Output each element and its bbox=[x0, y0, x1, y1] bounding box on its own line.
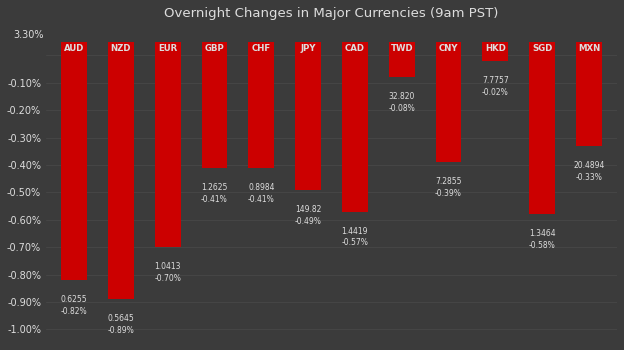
Bar bbox=[155, 55, 180, 247]
Text: 3.30%: 3.30% bbox=[13, 30, 44, 40]
Bar bbox=[389, 42, 414, 55]
Bar bbox=[342, 55, 368, 212]
Bar bbox=[248, 42, 274, 55]
Text: 7.2855
-0.39%: 7.2855 -0.39% bbox=[435, 177, 462, 198]
Text: NZD: NZD bbox=[110, 44, 131, 53]
Text: 0.6255
-0.82%: 0.6255 -0.82% bbox=[61, 295, 87, 316]
Text: 0.5645
-0.89%: 0.5645 -0.89% bbox=[107, 314, 134, 335]
Bar bbox=[576, 55, 602, 146]
Text: 7.7757
-0.02%: 7.7757 -0.02% bbox=[482, 76, 509, 97]
Bar bbox=[202, 55, 227, 168]
Text: CHF: CHF bbox=[251, 44, 271, 53]
Bar bbox=[482, 42, 508, 55]
Text: TWD: TWD bbox=[391, 44, 413, 53]
Bar bbox=[482, 55, 508, 61]
Text: 1.4419
-0.57%: 1.4419 -0.57% bbox=[341, 227, 368, 247]
Text: CAD: CAD bbox=[345, 44, 365, 53]
Bar bbox=[248, 55, 274, 168]
Bar bbox=[529, 42, 555, 55]
Text: 1.2625
-0.41%: 1.2625 -0.41% bbox=[201, 183, 228, 204]
Bar bbox=[529, 55, 555, 214]
Title: Overnight Changes in Major Currencies (9am PST): Overnight Changes in Major Currencies (9… bbox=[164, 7, 499, 20]
Bar bbox=[342, 42, 368, 55]
Bar bbox=[202, 42, 227, 55]
Text: 1.3464
-0.58%: 1.3464 -0.58% bbox=[529, 229, 555, 250]
Text: AUD: AUD bbox=[64, 44, 84, 53]
Text: JPY: JPY bbox=[300, 44, 316, 53]
Bar bbox=[576, 42, 602, 55]
Bar bbox=[295, 55, 321, 190]
Bar bbox=[436, 42, 461, 55]
Text: EUR: EUR bbox=[158, 44, 177, 53]
Text: MXN: MXN bbox=[578, 44, 600, 53]
Text: 149.82
-0.49%: 149.82 -0.49% bbox=[295, 205, 321, 225]
Bar bbox=[108, 42, 134, 55]
Text: HKD: HKD bbox=[485, 44, 506, 53]
Text: CNY: CNY bbox=[439, 44, 458, 53]
Text: 20.4894
-0.33%: 20.4894 -0.33% bbox=[573, 161, 605, 182]
Text: 32.820
-0.08%: 32.820 -0.08% bbox=[388, 92, 415, 113]
Bar bbox=[108, 55, 134, 299]
Text: 0.8984
-0.41%: 0.8984 -0.41% bbox=[248, 183, 275, 204]
Text: SGD: SGD bbox=[532, 44, 552, 53]
Bar bbox=[61, 42, 87, 55]
Text: 1.0413
-0.70%: 1.0413 -0.70% bbox=[154, 262, 181, 283]
Bar bbox=[295, 42, 321, 55]
Bar bbox=[389, 55, 414, 77]
Bar bbox=[61, 55, 87, 280]
Bar bbox=[436, 55, 461, 162]
Text: GBP: GBP bbox=[205, 44, 225, 53]
Bar bbox=[155, 42, 180, 55]
